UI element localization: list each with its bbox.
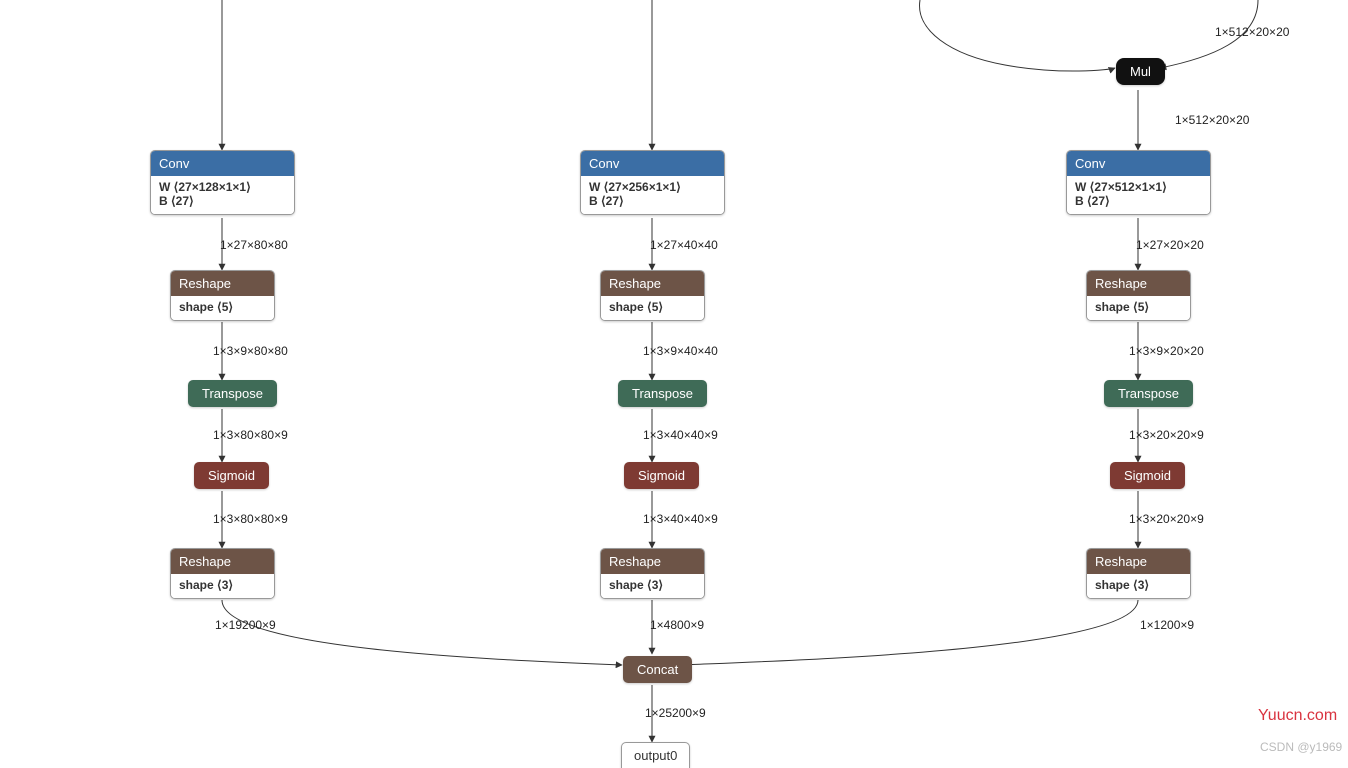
- reshape2b-out: 1×4800×9: [650, 618, 704, 632]
- reshape2-node-2[interactable]: Reshape shape ⟨3⟩: [600, 548, 705, 599]
- reshape2b-attr: shape ⟨3⟩: [609, 578, 663, 592]
- watermark-text: CSDN @y1969: [1260, 740, 1342, 754]
- conv1-W: W ⟨27×128×1×1⟩: [159, 180, 251, 194]
- transpose2-title: Transpose: [632, 386, 693, 401]
- reshape2a-out: 1×3×9×40×40: [643, 344, 718, 358]
- reshape2-node-1[interactable]: Reshape shape ⟨3⟩: [170, 548, 275, 599]
- reshape3b-title: Reshape: [1095, 554, 1147, 569]
- sigmoid-node-1[interactable]: Sigmoid: [194, 462, 269, 489]
- conv2-B: B ⟨27⟩: [589, 194, 624, 208]
- reshape1a-title: Reshape: [179, 276, 231, 291]
- conv-node-3[interactable]: Conv W ⟨27×512×1×1⟩ B ⟨27⟩: [1066, 150, 1211, 215]
- transpose-node-1[interactable]: Transpose: [188, 380, 277, 407]
- reshape3a-title: Reshape: [1095, 276, 1147, 291]
- sigmoid3-out: 1×3×20×20×9: [1129, 512, 1204, 526]
- mul-in-label: 1×512×20×20: [1215, 25, 1289, 39]
- transpose-node-2[interactable]: Transpose: [618, 380, 707, 407]
- conv3-W: W ⟨27×512×1×1⟩: [1075, 180, 1167, 194]
- conv-node-2[interactable]: Conv W ⟨27×256×1×1⟩ B ⟨27⟩: [580, 150, 725, 215]
- conv1-title: Conv: [159, 156, 189, 171]
- reshape1-node-1[interactable]: Reshape shape ⟨5⟩: [170, 270, 275, 321]
- conv3-out: 1×27×20×20: [1136, 238, 1204, 252]
- transpose-node-3[interactable]: Transpose: [1104, 380, 1193, 407]
- reshape3a-out: 1×3×9×20×20: [1129, 344, 1204, 358]
- reshape1b-title: Reshape: [179, 554, 231, 569]
- mul-out-label: 1×512×20×20: [1175, 113, 1249, 127]
- reshape1b-out: 1×19200×9: [215, 618, 276, 632]
- sigmoid-node-3[interactable]: Sigmoid: [1110, 462, 1185, 489]
- output-node[interactable]: output0: [621, 742, 690, 768]
- conv2-W: W ⟨27×256×1×1⟩: [589, 180, 681, 194]
- sigmoid-node-2[interactable]: Sigmoid: [624, 462, 699, 489]
- reshape2a-attr: shape ⟨5⟩: [609, 300, 663, 314]
- transpose3-title: Transpose: [1118, 386, 1179, 401]
- reshape3b-out: 1×1200×9: [1140, 618, 1194, 632]
- transpose1-title: Transpose: [202, 386, 263, 401]
- reshape3b-attr: shape ⟨3⟩: [1095, 578, 1149, 592]
- reshape1b-attr: shape ⟨3⟩: [179, 578, 233, 592]
- concat-title: Concat: [637, 662, 678, 677]
- reshape1-node-2[interactable]: Reshape shape ⟨5⟩: [600, 270, 705, 321]
- reshape1-node-3[interactable]: Reshape shape ⟨5⟩: [1086, 270, 1191, 321]
- concat-out: 1×25200×9: [645, 706, 706, 720]
- reshape1a-attr: shape ⟨5⟩: [179, 300, 233, 314]
- sigmoid1-out: 1×3×80×80×9: [213, 512, 288, 526]
- reshape3a-attr: shape ⟨5⟩: [1095, 300, 1149, 314]
- sigmoid2-out: 1×3×40×40×9: [643, 512, 718, 526]
- mul-label: Mul: [1130, 64, 1151, 79]
- brand-text: Yuucn.com: [1258, 707, 1337, 725]
- conv1-out: 1×27×80×80: [220, 238, 288, 252]
- conv-node-1[interactable]: Conv W ⟨27×128×1×1⟩ B ⟨27⟩: [150, 150, 295, 215]
- conv3-title: Conv: [1075, 156, 1105, 171]
- transpose1-out: 1×3×80×80×9: [213, 428, 288, 442]
- transpose2-out: 1×3×40×40×9: [643, 428, 718, 442]
- conv2-out: 1×27×40×40: [650, 238, 718, 252]
- reshape2b-title: Reshape: [609, 554, 661, 569]
- conv1-B: B ⟨27⟩: [159, 194, 194, 208]
- conv2-title: Conv: [589, 156, 619, 171]
- mul-node[interactable]: Mul: [1116, 58, 1165, 85]
- conv3-B: B ⟨27⟩: [1075, 194, 1110, 208]
- reshape2a-title: Reshape: [609, 276, 661, 291]
- sigmoid3-title: Sigmoid: [1124, 468, 1171, 483]
- concat-node[interactable]: Concat: [623, 656, 692, 683]
- reshape1a-out: 1×3×9×80×80: [213, 344, 288, 358]
- sigmoid1-title: Sigmoid: [208, 468, 255, 483]
- reshape2-node-3[interactable]: Reshape shape ⟨3⟩: [1086, 548, 1191, 599]
- sigmoid2-title: Sigmoid: [638, 468, 685, 483]
- transpose3-out: 1×3×20×20×9: [1129, 428, 1204, 442]
